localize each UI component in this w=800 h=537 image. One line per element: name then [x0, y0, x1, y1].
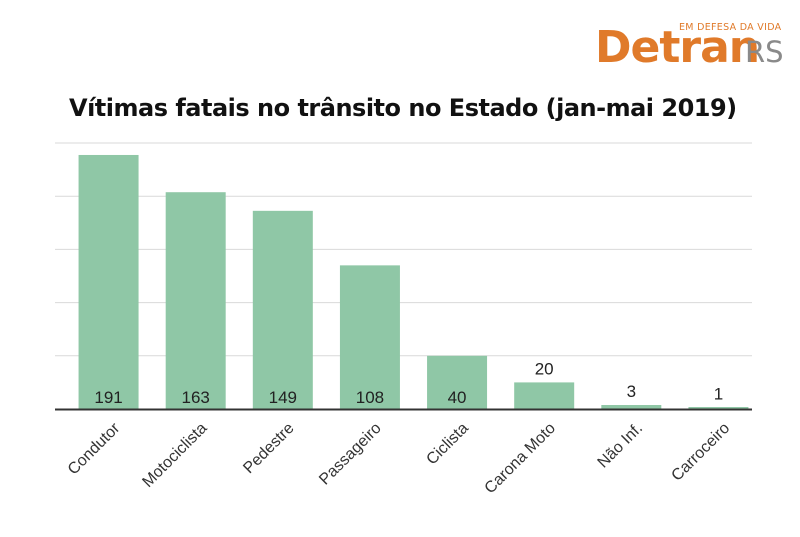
x-tick-label: Pedestre	[240, 420, 297, 477]
gridlines	[55, 142, 752, 357]
logo-tagline: EM DEFESA DA VIDA	[679, 22, 782, 33]
logo-suffix: RS	[745, 35, 784, 69]
chart-title: Vítimas fatais no trânsito no Estado (ja…	[69, 94, 737, 122]
x-tick-label: Não Inf.	[595, 420, 647, 472]
value-label: 20	[535, 359, 554, 378]
x-tick-label: Condutor	[65, 419, 124, 478]
bar-n-o-inf-	[601, 405, 662, 409]
bar-pedestre	[252, 210, 313, 409]
bars	[78, 154, 749, 409]
detran-logo: EM DEFESA DA VIDA Detran RS	[595, 20, 785, 73]
bar-passageiro	[339, 265, 400, 409]
x-tick-label: Motociclista	[139, 420, 210, 491]
value-labels: 191 163 149 108 40 20 3 1	[94, 359, 723, 407]
bar-condutor	[78, 154, 139, 409]
value-label: 163	[182, 388, 210, 407]
bar-motociclista	[165, 192, 226, 409]
x-tick-label: Passageiro	[316, 420, 385, 489]
x-tick-label: Carona Moto	[482, 420, 559, 497]
value-label: 1	[714, 385, 723, 404]
value-label: 3	[627, 382, 636, 401]
value-label: 191	[94, 388, 122, 407]
x-tick-labels: Condutor Motociclista Pedestre Passageiro Ci…	[65, 419, 734, 497]
logo-wordmark: Detran	[595, 22, 760, 73]
x-tick-label: Carroceiro	[668, 420, 733, 485]
value-label: 40	[448, 388, 467, 407]
value-label: 108	[356, 388, 384, 407]
bar-carona-moto	[514, 382, 575, 409]
bar-carroceiro	[688, 407, 749, 409]
bar-ciclista	[427, 355, 488, 409]
value-label: 149	[269, 388, 297, 407]
x-tick-label: Ciclista	[423, 420, 472, 469]
